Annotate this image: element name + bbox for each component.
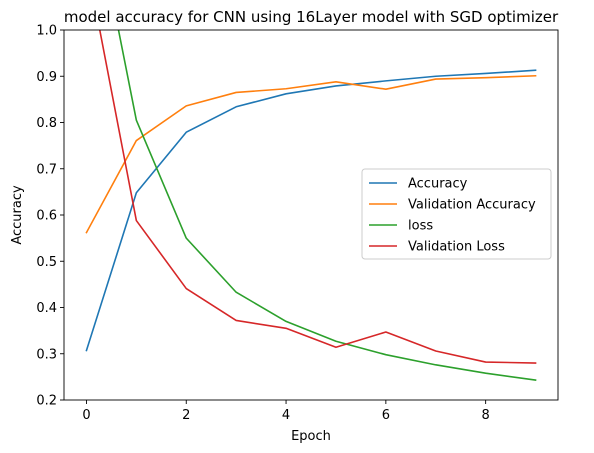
x-tick-label: 6 xyxy=(382,408,390,423)
x-axis-title: Epoch xyxy=(291,429,331,444)
x-tick-label: 0 xyxy=(82,408,90,423)
legend-label-loss: loss xyxy=(408,219,433,234)
y-axis-title: Accuracy xyxy=(10,185,25,245)
legend-label-accuracy: Accuracy xyxy=(408,177,468,192)
legend-label-validation-loss: Validation Loss xyxy=(408,240,505,255)
chart-title: model accuracy for CNN using 16Layer mod… xyxy=(64,8,559,26)
y-tick-label: 0.9 xyxy=(36,70,57,85)
x-tick-label: 4 xyxy=(282,408,290,423)
y-tick-label: 0.4 xyxy=(36,301,57,316)
y-tick-label: 0.7 xyxy=(36,162,57,177)
series-line-validation-loss xyxy=(98,30,537,364)
y-tick-label: 1.0 xyxy=(36,24,57,39)
x-tick-label: 2 xyxy=(182,408,190,423)
legend: Accuracy Validation Accuracy loss Validatio… xyxy=(361,168,552,260)
series-line-accuracy xyxy=(85,69,537,352)
x-tick-label: 8 xyxy=(482,408,490,423)
y-tick-label: 0.5 xyxy=(36,255,57,270)
legend-box xyxy=(361,168,552,260)
y-tick-label: 0.3 xyxy=(36,347,57,362)
series-line-loss xyxy=(117,30,537,382)
legend-label-validation-accuracy: Validation Accuracy xyxy=(408,198,536,213)
y-tick-label: 0.6 xyxy=(36,209,57,224)
y-tick-label: 0.8 xyxy=(36,116,57,131)
plot-area xyxy=(85,30,537,382)
series-line-validation-accuracy xyxy=(85,74,537,234)
axes: 0 2 4 6 8 0.2 0.3 0.4 0.5 0.6 0.7 0.8 0.9 1.0 xyxy=(36,24,559,423)
y-tick-label: 0.2 xyxy=(36,394,57,409)
